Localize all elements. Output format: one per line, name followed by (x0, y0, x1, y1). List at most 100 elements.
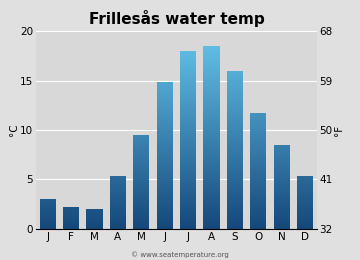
Bar (203, 79, 220, 80)
Bar (227, 82, 243, 83)
Bar (227, 150, 243, 151)
Bar (110, 228, 126, 229)
Bar (110, 178, 126, 179)
Bar (203, 62, 220, 63)
Bar (157, 101, 173, 102)
Bar (227, 77, 243, 78)
Bar (110, 186, 126, 187)
Bar (203, 218, 220, 219)
Bar (157, 153, 173, 154)
Bar (157, 206, 173, 207)
Bar (203, 184, 220, 185)
Bar (180, 124, 196, 125)
Bar (203, 168, 220, 169)
Bar (133, 203, 149, 204)
Bar (250, 219, 266, 220)
Bar (110, 226, 126, 227)
Bar (297, 205, 313, 206)
Bar (133, 147, 149, 148)
Bar (297, 205, 313, 206)
Bar (110, 213, 126, 214)
Bar (227, 143, 243, 144)
Bar (157, 106, 173, 107)
Bar (250, 226, 266, 227)
Bar (227, 119, 243, 120)
Bar (227, 145, 243, 146)
Bar (203, 227, 220, 228)
Bar (203, 99, 220, 100)
Bar (133, 172, 149, 173)
Bar (110, 207, 126, 208)
Bar (227, 204, 243, 205)
Bar (180, 83, 196, 84)
Bar (227, 143, 243, 144)
Bar (133, 157, 149, 158)
Bar (133, 187, 149, 188)
Bar (133, 214, 149, 215)
Bar (180, 139, 196, 140)
Bar (203, 146, 220, 147)
Bar (274, 193, 290, 194)
Bar (250, 136, 266, 137)
Bar (180, 69, 196, 70)
Bar (157, 222, 173, 223)
Bar (157, 94, 173, 95)
Bar (157, 157, 173, 158)
Bar (203, 175, 220, 176)
Bar (274, 199, 290, 200)
Bar (133, 155, 149, 156)
Bar (227, 195, 243, 196)
Bar (203, 126, 220, 127)
Bar (274, 207, 290, 208)
Bar (180, 142, 196, 143)
Bar (227, 152, 243, 153)
Bar (157, 86, 173, 87)
Bar (203, 70, 220, 71)
Bar (133, 151, 149, 152)
Bar (274, 151, 290, 152)
Bar (227, 127, 243, 128)
Bar (110, 223, 126, 224)
Bar (274, 194, 290, 195)
Bar (203, 180, 220, 181)
Bar (157, 110, 173, 111)
Bar (157, 159, 173, 160)
Bar (203, 224, 220, 225)
Bar (203, 87, 220, 88)
Bar (133, 171, 149, 172)
Bar (250, 196, 266, 197)
Bar (180, 72, 196, 73)
Bar (274, 183, 290, 184)
Bar (133, 136, 149, 137)
Bar (110, 181, 126, 182)
Bar (180, 144, 196, 145)
Bar (110, 180, 126, 181)
Bar (227, 87, 243, 88)
Bar (250, 205, 266, 206)
Bar (180, 207, 196, 208)
Bar (250, 200, 266, 201)
Bar (227, 94, 243, 95)
Bar (157, 84, 173, 85)
Bar (203, 80, 220, 81)
Bar (274, 147, 290, 148)
Bar (133, 143, 149, 144)
Bar (227, 132, 243, 133)
Bar (133, 199, 149, 200)
Bar (250, 192, 266, 193)
Bar (203, 113, 220, 114)
Bar (180, 143, 196, 144)
Bar (133, 215, 149, 216)
Bar (250, 171, 266, 172)
Bar (180, 135, 196, 136)
Bar (227, 170, 243, 171)
Bar (180, 57, 196, 58)
Bar (157, 95, 173, 96)
Bar (297, 214, 313, 215)
Bar (203, 223, 220, 224)
Bar (157, 112, 173, 113)
Bar (297, 201, 313, 202)
Bar (180, 115, 196, 116)
Bar (203, 54, 220, 55)
Bar (297, 191, 313, 192)
